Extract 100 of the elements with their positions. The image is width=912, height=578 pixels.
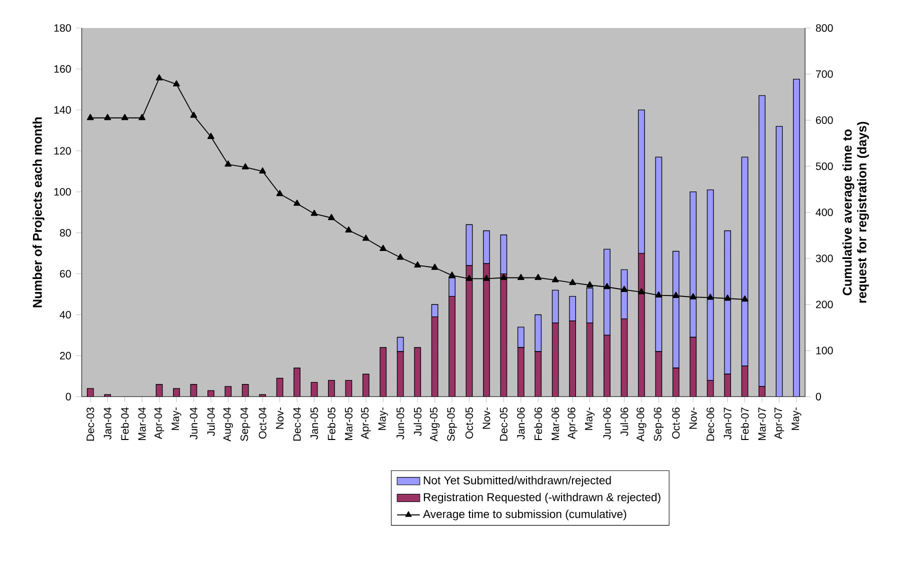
y2-tick-label: 200 — [816, 300, 833, 308]
x-tick-label: Apr-06 — [568, 408, 578, 440]
x-tick-label: Apr-05 — [361, 408, 371, 440]
x-tick-label: Jan-04 — [104, 407, 112, 440]
point — [380, 244, 387, 251]
point — [86, 114, 94, 120]
bar — [294, 368, 300, 397]
x-tick-label: Feb-06 — [534, 408, 542, 440]
x-tick-label: Feb-07 — [740, 408, 749, 440]
x-tick-label: May- — [378, 408, 388, 430]
point — [724, 294, 732, 301]
x-tick-label: Jan-06 — [517, 408, 525, 440]
point — [224, 160, 232, 167]
bar — [638, 252, 645, 397]
x-tick-label: Jul-06 — [620, 408, 628, 436]
x-tick-label: Aug-04 — [223, 407, 233, 442]
point — [706, 294, 714, 300]
point — [655, 291, 662, 298]
x-tick-label: Dec-03 — [86, 408, 94, 441]
y-tick-label: 20 — [60, 352, 71, 360]
y2-tick-label: 300 — [816, 254, 833, 262]
x-tick-label: Sep-06 — [654, 408, 664, 441]
x-tick-label: Feb-05 — [328, 408, 336, 440]
y-tick-label: 140 — [54, 106, 71, 114]
x-tick-label: Jun-04 — [190, 407, 198, 440]
x-tick-label: May- — [585, 408, 595, 430]
point — [362, 234, 370, 241]
x-tick-label: May- — [172, 408, 182, 430]
x-tick-label: Oct-06 — [672, 408, 680, 439]
point — [500, 274, 508, 280]
x-tick-label: Nov- — [482, 408, 490, 429]
x-tick-label: Feb-04 — [120, 407, 129, 440]
point — [482, 274, 490, 281]
x-tick-label: Jul-04 — [206, 407, 215, 436]
bar — [448, 278, 456, 297]
x-tick-label: Apr-07 — [774, 408, 784, 440]
point — [741, 295, 748, 302]
y2-tick-label: 500 — [816, 162, 833, 170]
x-tick-label: Sep-04 — [240, 407, 250, 441]
point — [104, 114, 112, 120]
x-tick-label: Mar-06 — [552, 408, 560, 440]
y2-tick-label: 0 — [816, 392, 821, 400]
x-tick-label: Aug-06 — [636, 408, 646, 442]
point — [620, 286, 628, 292]
point — [259, 167, 266, 174]
y-tick-label: 40 — [60, 310, 71, 319]
point — [207, 132, 214, 139]
y2-tick-label: 600 — [816, 116, 833, 124]
x-tick-label: Nov- — [276, 408, 284, 429]
x-tick-label: Mar-05 — [344, 408, 352, 440]
y-tick-label: 80 — [60, 229, 71, 237]
bar — [483, 263, 490, 397]
x-tick-label: Jul-05 — [414, 408, 422, 436]
point — [328, 214, 335, 220]
point — [586, 281, 594, 288]
x-tick-label: Jun-05 — [396, 408, 404, 440]
point — [414, 261, 422, 268]
x-tick-label: Jan-05 — [310, 408, 318, 440]
point — [345, 226, 352, 233]
legend-label: Not Yet Submitted/withdrawn/rejected — [424, 476, 611, 487]
x-tick-label: Oct-04 — [258, 407, 266, 439]
point — [172, 80, 180, 86]
y-tick-label: 180 — [54, 24, 71, 32]
point — [396, 254, 404, 260]
point — [121, 114, 128, 120]
bar — [448, 296, 456, 397]
x-tick-label: Dec-04 — [293, 407, 301, 441]
legend-label: Registration Requested (-withdrawn & rejected) — [424, 492, 660, 504]
y2-tick-label: 700 — [816, 70, 833, 78]
x-tick-label: Sep-05 — [447, 408, 457, 441]
point — [294, 200, 300, 206]
x-tick-label: Jun-06 — [603, 408, 611, 440]
x-tick-label: Dec-06 — [706, 408, 714, 441]
bar — [604, 334, 610, 397]
x-tick-label: Oct-05 — [465, 408, 474, 439]
point — [431, 264, 438, 270]
y2-tick-label: 800 — [816, 24, 833, 32]
point — [310, 210, 318, 216]
y-tick-label: 60 — [60, 270, 71, 278]
point — [672, 292, 680, 298]
x-tick-label: Mar-04 — [138, 407, 146, 440]
point — [552, 276, 559, 282]
point — [242, 163, 249, 170]
point — [466, 274, 473, 281]
point — [138, 114, 146, 120]
y2-tick-label: 400 — [816, 208, 833, 216]
x-tick-label: Jan-07 — [724, 408, 732, 440]
point — [690, 293, 697, 300]
legend-label: Average time to submission (cumulative) — [423, 510, 626, 520]
point — [534, 274, 542, 280]
y2-tick-label: 100 — [816, 346, 833, 354]
y-tick-label: 0 — [66, 392, 71, 400]
point — [569, 278, 576, 286]
point — [604, 283, 610, 290]
x-tick-label: Apr-04 — [154, 407, 164, 440]
point — [448, 272, 456, 278]
y-tick-label: 160 — [54, 65, 71, 73]
x-tick-label: May- — [792, 408, 802, 430]
y-tick-label: 120 — [54, 147, 71, 155]
y2-axis-title: Cumulative average time to request for registration (days) — [842, 122, 869, 303]
